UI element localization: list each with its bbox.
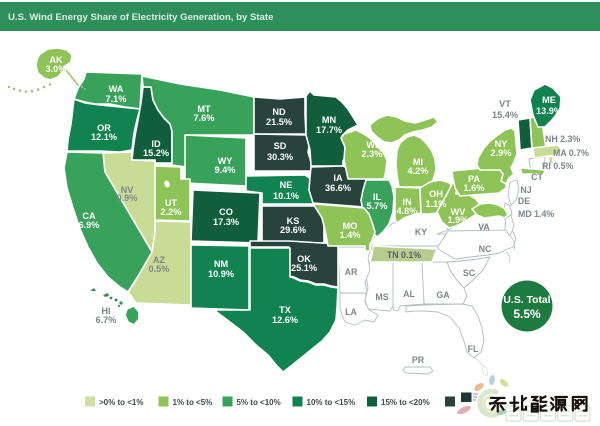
svg-text:UT: UT	[165, 198, 178, 208]
svg-text:AK: AK	[49, 55, 63, 65]
svg-text:1.9%: 1.9%	[448, 215, 469, 225]
svg-text:CT: CT	[531, 172, 543, 182]
svg-text:SC: SC	[463, 268, 476, 278]
svg-text:15.2%: 15.2%	[143, 148, 169, 158]
svg-text:30.3%: 30.3%	[267, 152, 293, 162]
svg-text:IL: IL	[373, 192, 382, 202]
svg-text:0.5%: 0.5%	[149, 264, 170, 274]
svg-text:2.3%: 2.3%	[362, 149, 383, 159]
svg-text:AL: AL	[403, 289, 415, 299]
svg-text:VT: VT	[499, 99, 511, 109]
svg-text:36.6%: 36.6%	[325, 183, 351, 193]
svg-text:CO: CO	[219, 207, 233, 217]
svg-text:KY: KY	[415, 227, 427, 237]
svg-text:15.4%: 15.4%	[492, 110, 518, 120]
svg-text:13.9%: 13.9%	[536, 106, 562, 116]
svg-text:21.5%: 21.5%	[266, 117, 292, 127]
svg-text:>0% to <1%: >0% to <1%	[99, 398, 143, 407]
svg-text:12.1%: 12.1%	[91, 132, 117, 142]
svg-text:TN 0.1%: TN 0.1%	[387, 250, 421, 260]
svg-text:4.2%: 4.2%	[408, 166, 429, 176]
svg-text:AR: AR	[345, 267, 358, 277]
svg-text:AZ: AZ	[153, 255, 166, 265]
svg-text:OK: OK	[297, 254, 311, 264]
svg-text:PA: PA	[468, 174, 480, 184]
svg-text:NE: NE	[280, 180, 293, 190]
svg-text:7.1%: 7.1%	[106, 94, 127, 104]
svg-text:WV: WV	[451, 207, 467, 217]
svg-text:2.2%: 2.2%	[161, 207, 182, 217]
svg-text:10.9%: 10.9%	[208, 269, 234, 279]
svg-text:1.1%: 1.1%	[426, 199, 447, 209]
svg-text:7.6%: 7.6%	[194, 113, 215, 123]
svg-text:MS: MS	[375, 292, 388, 302]
svg-text:TX: TX	[279, 305, 292, 315]
svg-text:MO: MO	[343, 221, 358, 231]
svg-text:17.7%: 17.7%	[316, 125, 342, 135]
svg-text:ME: ME	[542, 95, 556, 105]
svg-text:1.6%: 1.6%	[464, 183, 485, 193]
svg-text:4.8%: 4.8%	[397, 206, 418, 216]
svg-text:WI: WI	[366, 140, 377, 150]
svg-text:3.0%: 3.0%	[46, 64, 67, 74]
svg-text:LA: LA	[345, 307, 357, 317]
svg-text:NY: NY	[495, 139, 508, 149]
svg-text:WA: WA	[109, 84, 124, 94]
svg-text:VA: VA	[478, 222, 490, 232]
svg-text:IA: IA	[333, 173, 343, 183]
svg-text:MN: MN	[322, 115, 337, 125]
svg-text:U.S. Total: U.S. Total	[503, 295, 550, 306]
svg-text:5.7%: 5.7%	[367, 201, 388, 211]
svg-text:5% to <10%: 5% to <10%	[237, 398, 281, 407]
svg-text:6.7%: 6.7%	[96, 315, 117, 325]
svg-text:MT: MT	[197, 104, 211, 114]
svg-text:NJ: NJ	[520, 185, 531, 195]
svg-text:MA 0.7%: MA 0.7%	[553, 148, 589, 158]
svg-text:10% to <15%: 10% to <15%	[307, 398, 356, 407]
svg-text:1.4%: 1.4%	[340, 230, 361, 240]
svg-text:RI 0.5%: RI 0.5%	[542, 161, 573, 171]
svg-text:OH: OH	[429, 189, 443, 199]
svg-text:NM: NM	[214, 259, 229, 269]
svg-text:PR: PR	[412, 355, 425, 365]
svg-text:MD 1.4%: MD 1.4%	[518, 209, 554, 219]
svg-text:DE: DE	[518, 196, 530, 206]
svg-text:SD: SD	[274, 141, 287, 151]
svg-text:9.4%: 9.4%	[215, 165, 236, 175]
svg-text:NH 2.3%: NH 2.3%	[545, 134, 580, 144]
svg-text:KS: KS	[287, 216, 300, 226]
svg-text:10.1%: 10.1%	[273, 191, 299, 201]
svg-text:MI: MI	[413, 157, 423, 167]
svg-text:IN: IN	[402, 197, 412, 207]
svg-text:ID: ID	[151, 139, 161, 149]
svg-text:ND: ND	[272, 107, 286, 117]
svg-text:NC: NC	[479, 244, 492, 254]
svg-text:17.3%: 17.3%	[213, 217, 239, 227]
svg-text:2.9%: 2.9%	[491, 148, 512, 158]
svg-text:6.9%: 6.9%	[79, 220, 100, 230]
svg-text:CA: CA	[82, 211, 96, 221]
svg-text:15% to <20%: 15% to <20%	[381, 398, 430, 407]
svg-text:5.5%: 5.5%	[513, 307, 541, 321]
svg-text:WY: WY	[218, 156, 233, 166]
svg-text:GA: GA	[436, 290, 450, 300]
svg-text:HI: HI	[101, 306, 110, 316]
svg-text:OR: OR	[97, 123, 111, 133]
svg-text:FL: FL	[468, 344, 479, 354]
svg-text:25.1%: 25.1%	[291, 263, 317, 273]
svg-text:0.9%: 0.9%	[117, 193, 138, 203]
svg-text:NV: NV	[121, 185, 135, 195]
svg-text:29.6%: 29.6%	[280, 225, 306, 235]
svg-text:1% to <5%: 1% to <5%	[173, 398, 213, 407]
svg-text:12.6%: 12.6%	[272, 315, 298, 325]
